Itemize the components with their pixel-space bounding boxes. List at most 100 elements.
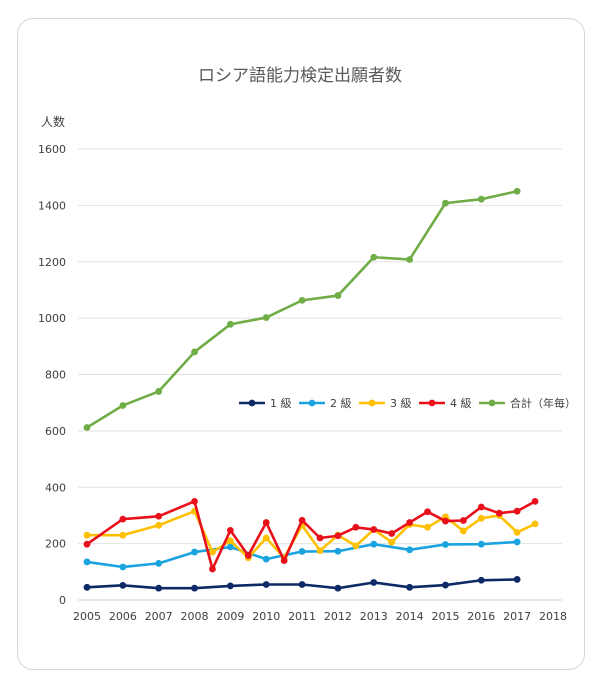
- data-point: [119, 581, 127, 589]
- data-point: [370, 253, 378, 261]
- data-point: [477, 576, 485, 584]
- x-tick-label: 2014: [396, 610, 424, 623]
- y-tick-label: 1600: [38, 143, 66, 156]
- data-point: [513, 187, 521, 195]
- data-point: [226, 582, 234, 590]
- legend-item: 4 級: [419, 397, 472, 410]
- data-point: [477, 514, 485, 522]
- data-point: [424, 523, 431, 531]
- data-point: [155, 512, 163, 520]
- legend-label: 3 級: [390, 397, 412, 410]
- y-tick-label: 800: [45, 369, 66, 382]
- data-point: [531, 520, 539, 528]
- data-point: [406, 546, 414, 554]
- x-tick-label: 2011: [288, 610, 316, 623]
- data-point: [352, 523, 360, 531]
- x-tick-label: 2013: [360, 610, 388, 623]
- data-point: [513, 528, 521, 536]
- legend-label: 4 級: [450, 397, 472, 410]
- data-point: [334, 584, 342, 592]
- data-point: [262, 555, 270, 563]
- y-tick-label: 1200: [38, 256, 66, 269]
- data-point: [280, 557, 288, 564]
- data-point: [298, 296, 306, 304]
- y-axis-label: 人数: [41, 114, 65, 129]
- data-point: [442, 199, 449, 207]
- data-point: [406, 583, 414, 591]
- legend-marker: [248, 399, 256, 407]
- data-point: [477, 503, 485, 511]
- legend-label: 合計（年毎）: [510, 396, 576, 410]
- data-point: [226, 526, 234, 534]
- legend-marker: [308, 399, 316, 407]
- data-point: [191, 548, 198, 556]
- data-point: [513, 576, 521, 583]
- data-point: [155, 388, 163, 395]
- data-point: [298, 581, 306, 588]
- y-tick-label: 200: [45, 538, 66, 551]
- series-1: [83, 576, 521, 592]
- data-point: [83, 558, 91, 566]
- y-tick-label: 600: [45, 425, 66, 438]
- data-point: [298, 516, 306, 524]
- x-tick-label: 2010: [252, 610, 280, 623]
- legend-marker: [368, 399, 376, 407]
- legend-item: 1 級: [239, 397, 292, 410]
- data-point: [262, 581, 270, 588]
- data-point: [119, 402, 127, 409]
- data-point: [334, 547, 342, 555]
- legend-label: 2 級: [330, 397, 352, 410]
- legend-marker: [428, 399, 436, 407]
- series-2: [83, 538, 521, 571]
- data-point: [226, 543, 234, 551]
- data-point: [155, 521, 163, 529]
- data-point: [155, 559, 163, 567]
- y-tick-label: 400: [45, 481, 66, 494]
- x-tick-label: 2018: [539, 610, 567, 623]
- data-point: [388, 530, 396, 537]
- x-tick-label: 2009: [216, 610, 244, 623]
- data-point: [83, 531, 91, 539]
- data-point: [352, 542, 360, 550]
- data-point: [406, 519, 414, 526]
- data-point: [495, 509, 503, 517]
- data-point: [370, 526, 378, 533]
- x-tick-label: 2015: [431, 610, 459, 623]
- x-tick-label: 2006: [109, 610, 137, 623]
- legend-item: 2 級: [299, 397, 352, 410]
- data-point: [406, 256, 414, 263]
- data-point: [262, 314, 270, 321]
- chart-card: [17, 18, 585, 670]
- legend-item: 3 級: [359, 397, 412, 410]
- data-point: [442, 581, 449, 589]
- data-point: [334, 532, 342, 540]
- data-point: [316, 534, 324, 542]
- data-point: [83, 424, 91, 431]
- x-tick-label: 2007: [145, 610, 173, 623]
- data-point: [226, 537, 234, 545]
- x-tick-label: 2012: [324, 610, 352, 623]
- data-point: [424, 508, 431, 516]
- legend-marker: [488, 399, 496, 407]
- data-point: [244, 552, 252, 559]
- data-point: [370, 579, 378, 586]
- y-tick-label: 1000: [38, 312, 66, 325]
- data-point: [477, 540, 485, 548]
- series-5: [83, 187, 521, 431]
- data-point: [191, 584, 198, 592]
- data-point: [513, 507, 521, 515]
- data-point: [119, 563, 127, 571]
- data-point: [370, 540, 378, 548]
- data-point: [316, 547, 324, 555]
- x-tick-label: 2017: [503, 610, 531, 623]
- data-point: [298, 548, 306, 555]
- data-point: [442, 541, 449, 548]
- data-point: [477, 195, 485, 203]
- data-point: [262, 534, 270, 542]
- series-line: [85, 189, 519, 429]
- data-point: [191, 348, 198, 356]
- data-point: [459, 517, 467, 524]
- data-point: [226, 320, 234, 328]
- x-tick-label: 2005: [73, 610, 101, 623]
